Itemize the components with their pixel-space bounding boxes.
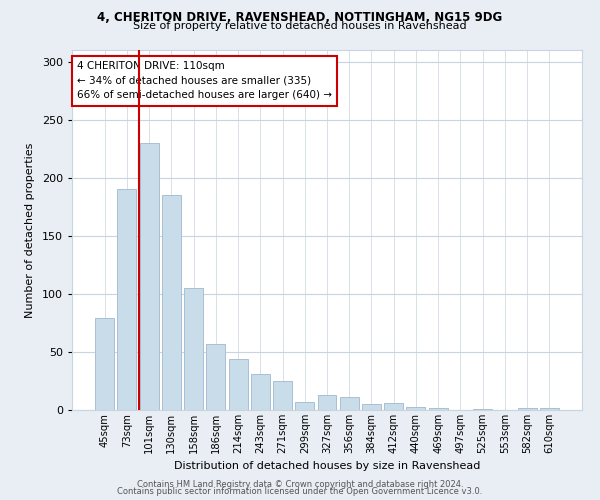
Text: Contains HM Land Registry data © Crown copyright and database right 2024.: Contains HM Land Registry data © Crown c… (137, 480, 463, 489)
Bar (251, 374, 270, 410)
Bar (362, 404, 381, 410)
Bar (406, 406, 425, 410)
Bar (95, 318, 114, 410)
Text: Contains public sector information licensed under the Open Government Licence v3: Contains public sector information licen… (118, 487, 482, 496)
Bar (518, 408, 536, 410)
Bar (184, 288, 203, 410)
Text: 4, CHERITON DRIVE, RAVENSHEAD, NOTTINGHAM, NG15 9DG: 4, CHERITON DRIVE, RAVENSHEAD, NOTTINGHA… (97, 11, 503, 24)
Y-axis label: Number of detached properties: Number of detached properties (25, 142, 35, 318)
X-axis label: Distribution of detached houses by size in Ravenshead: Distribution of detached houses by size … (174, 462, 480, 471)
Bar (229, 359, 248, 410)
Text: 4 CHERITON DRIVE: 110sqm
← 34% of detached houses are smaller (335)
66% of semi-: 4 CHERITON DRIVE: 110sqm ← 34% of detach… (77, 61, 332, 100)
Bar (206, 344, 225, 410)
Bar (473, 409, 492, 410)
Bar (317, 395, 337, 410)
Bar (273, 381, 292, 410)
Bar (429, 408, 448, 410)
Bar (540, 408, 559, 410)
Bar (118, 190, 136, 410)
Bar (162, 195, 181, 410)
Bar (295, 402, 314, 410)
Bar (340, 397, 359, 410)
Text: Size of property relative to detached houses in Ravenshead: Size of property relative to detached ho… (133, 21, 467, 31)
Bar (140, 143, 158, 410)
Bar (384, 403, 403, 410)
